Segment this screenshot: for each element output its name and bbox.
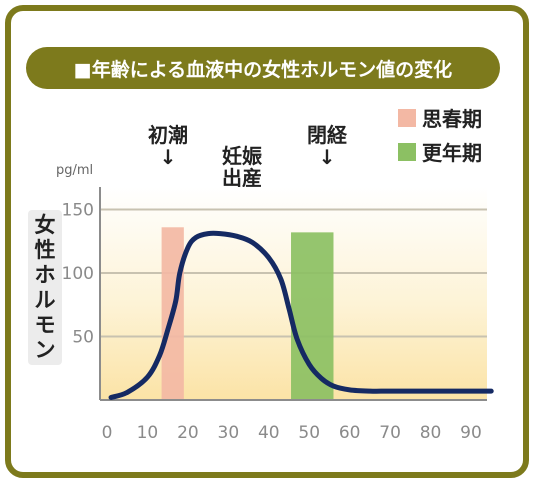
- y-axis-label-char: 性: [34, 237, 56, 262]
- legend-item-menopause: 更年期: [398, 137, 482, 166]
- y-axis-label-char: モ: [34, 312, 56, 337]
- y-tick-label: 100: [62, 264, 94, 284]
- chart-title: ■年齢による血液中の女性ホルモン値の変化: [26, 47, 500, 89]
- y-tick-label: 150: [62, 201, 94, 221]
- y-tick-label: 50: [72, 328, 94, 348]
- annotation-pregnancy: 妊娠 出産: [212, 145, 272, 189]
- x-tick-label: 30: [218, 423, 240, 443]
- x-tick-label: 10: [137, 423, 159, 443]
- y-axis-label: 女性ホルモン: [28, 210, 62, 365]
- x-tick-label: 70: [379, 423, 401, 443]
- annotation-menarche-label: 初潮: [148, 123, 188, 147]
- x-tick-label: 20: [177, 423, 199, 443]
- annotation-menopause: 閉経 ↓: [297, 124, 357, 168]
- arrow-down-icon: ↓: [159, 145, 177, 169]
- band-menopause: [291, 232, 334, 400]
- x-tick-label: 80: [420, 423, 442, 443]
- annotation-pregnancy-line2: 出産: [222, 166, 262, 190]
- legend-item-puberty: 思春期: [398, 103, 482, 132]
- legend-label-menopause: 更年期: [422, 141, 482, 165]
- y-axis-label-char: ン: [34, 337, 56, 362]
- y-axis-label-char: 女: [34, 212, 56, 237]
- legend-swatch-puberty: [398, 108, 416, 127]
- annotation-menopause-label: 閉経: [307, 123, 347, 147]
- arrow-down-icon: ↓: [318, 145, 336, 169]
- x-tick-label: 50: [298, 423, 320, 443]
- y-unit-label: pg/ml: [56, 163, 94, 178]
- x-tick-label: 40: [258, 423, 280, 443]
- y-axis-label-char: ホ: [34, 262, 56, 287]
- annotation-menarche: 初潮 ↓: [138, 124, 198, 168]
- y-axis-label-char: ル: [34, 287, 56, 312]
- x-tick-label: 60: [339, 423, 361, 443]
- legend-swatch-menopause: [398, 142, 416, 161]
- hormone-curve: [108, 230, 494, 400]
- x-tick-label: 90: [460, 423, 482, 443]
- annotation-pregnancy-line1: 妊娠: [222, 144, 262, 168]
- x-tick-label: 0: [102, 423, 113, 443]
- legend-label-puberty: 思春期: [422, 107, 482, 131]
